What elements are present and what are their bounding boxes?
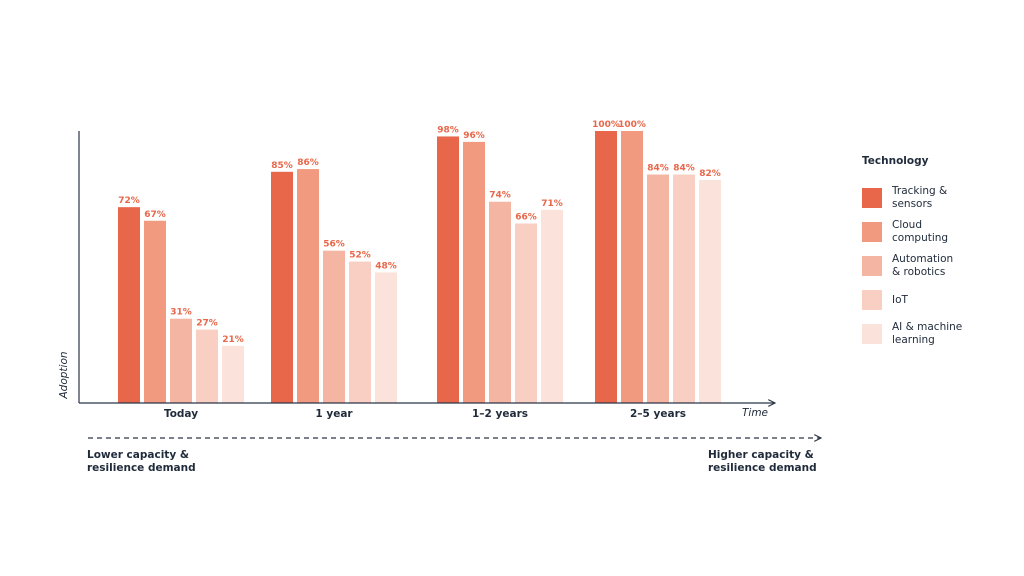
bar bbox=[170, 318, 192, 403]
legend-swatch bbox=[862, 256, 882, 276]
axes-group: Today 1 year 1–2 years 2–5 years Time Adoptio… bbox=[58, 131, 821, 438]
bars-group: 72% 67% 31% 27% 21% 85% 86% 56% 52% 48% 98% 96% 74% 6… bbox=[118, 120, 721, 403]
bar bbox=[595, 131, 617, 403]
x-tick-label: Today bbox=[164, 408, 198, 420]
legend-swatch bbox=[862, 222, 882, 242]
legend-label: IoT bbox=[892, 293, 908, 306]
legend-item-automation: Automation & robotics bbox=[862, 249, 1002, 283]
bar-value-label: 27% bbox=[196, 319, 218, 329]
bar bbox=[647, 174, 669, 403]
bar-value-label: 52% bbox=[349, 251, 371, 261]
legend-swatch bbox=[862, 290, 882, 310]
bar bbox=[489, 201, 511, 403]
legend-item-iot: IoT bbox=[862, 283, 1002, 317]
x-tick-label: 2–5 years bbox=[630, 408, 686, 420]
bar bbox=[673, 174, 695, 403]
bar bbox=[349, 261, 371, 403]
legend-swatch bbox=[862, 188, 882, 208]
bar bbox=[118, 207, 140, 403]
bar-value-label: 48% bbox=[375, 261, 397, 271]
bar bbox=[699, 179, 721, 403]
y-axis-label: Adoption bbox=[58, 351, 70, 399]
legend-label: AI & machine learning bbox=[892, 321, 963, 346]
bar-value-label: 67% bbox=[144, 210, 166, 220]
legend-swatch bbox=[862, 324, 882, 344]
bar-value-label: 82% bbox=[699, 169, 721, 179]
bar-value-label: 84% bbox=[673, 164, 695, 174]
legend-label: Tracking & sensors bbox=[892, 185, 948, 210]
bar-value-label: 56% bbox=[323, 240, 345, 250]
bar bbox=[375, 272, 397, 403]
bar bbox=[323, 250, 345, 403]
bar-value-label: 96% bbox=[463, 131, 485, 141]
bar-value-label: 71% bbox=[541, 199, 563, 209]
x-tick-label: 1 year bbox=[315, 408, 353, 420]
bar bbox=[515, 223, 537, 403]
bar-value-label: 66% bbox=[515, 212, 537, 222]
bar-value-label: 84% bbox=[647, 164, 669, 174]
legend-title: Technology bbox=[862, 155, 929, 167]
bar-value-label: 72% bbox=[118, 196, 140, 206]
x-tick-label: 1–2 years bbox=[472, 408, 528, 420]
bar bbox=[196, 329, 218, 403]
legend-item-tracking: Tracking & sensors bbox=[862, 181, 1002, 215]
bar-value-label: 100% bbox=[592, 120, 620, 130]
bar bbox=[144, 220, 166, 403]
bar bbox=[437, 136, 459, 403]
bar-value-label: 86% bbox=[297, 158, 319, 168]
x-axis-label: Time bbox=[742, 407, 768, 419]
bar-value-label: 31% bbox=[170, 308, 192, 318]
bar bbox=[621, 131, 643, 403]
lower-demand-label: Lower capacity & resilience demand bbox=[87, 449, 196, 474]
higher-demand-label: Higher capacity & resilience demand bbox=[708, 449, 817, 474]
bar bbox=[541, 209, 563, 403]
legend-label: Automation & robotics bbox=[892, 253, 954, 278]
legend-item-cloud: Cloud computing bbox=[862, 215, 1002, 249]
bar-value-label: 85% bbox=[271, 161, 293, 171]
bar-value-label: 100% bbox=[618, 120, 646, 130]
bar bbox=[297, 169, 319, 403]
bar-value-label: 21% bbox=[222, 335, 244, 345]
legend: Technology Tracking & sensors Cloud comp… bbox=[862, 155, 1002, 351]
legend-item-ai: AI & machine learning bbox=[862, 317, 1002, 351]
bar-value-label: 74% bbox=[489, 191, 511, 201]
bar-value-label: 98% bbox=[437, 125, 459, 135]
bar bbox=[271, 171, 293, 403]
legend-label: Cloud computing bbox=[892, 219, 949, 244]
bar bbox=[222, 345, 244, 403]
bar bbox=[463, 141, 485, 403]
